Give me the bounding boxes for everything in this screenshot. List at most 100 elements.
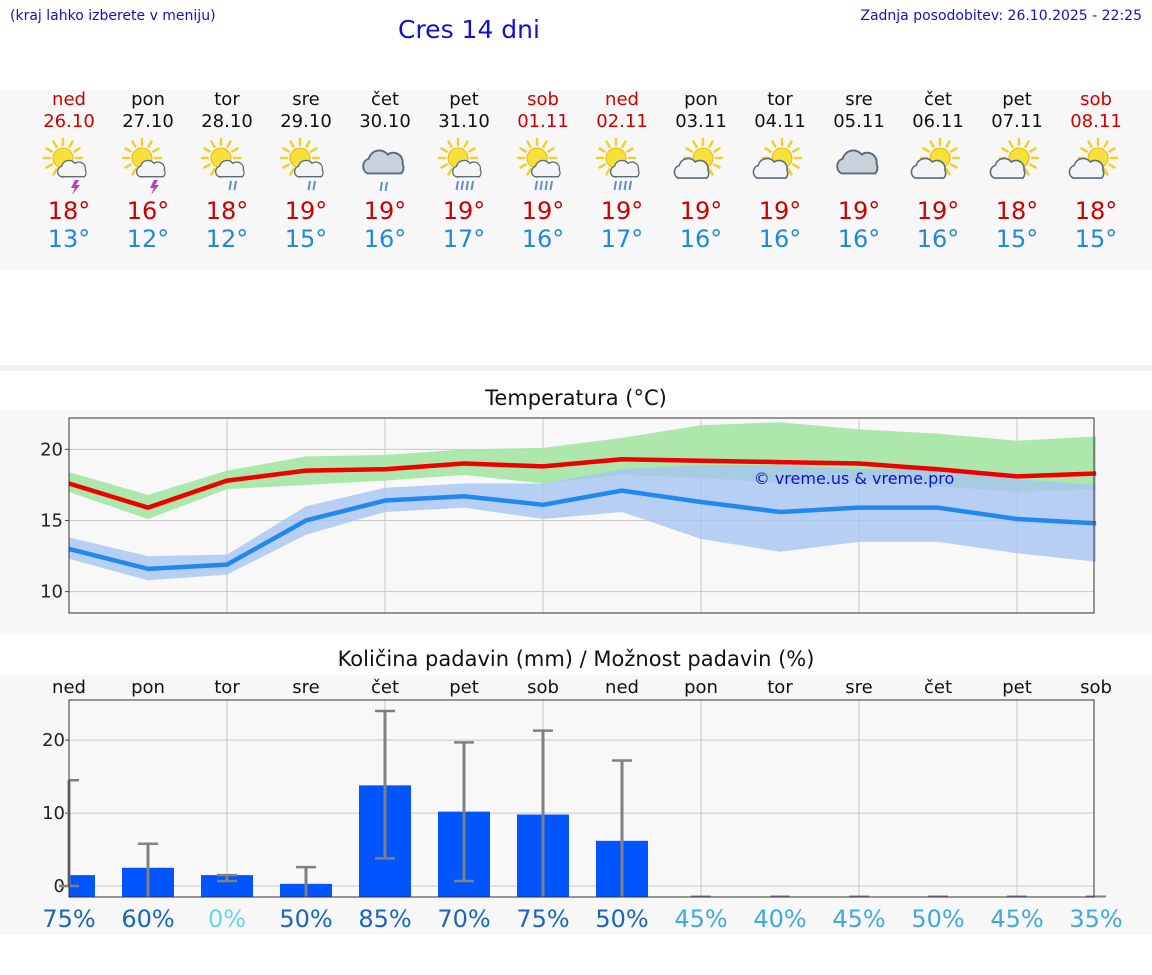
min-temp-point: [937, 507, 939, 509]
plot-area: [69, 700, 1094, 897]
temp-max: 19°: [916, 197, 960, 225]
sun-cloud-thunder-icon: [118, 136, 178, 196]
day-label: ned: [52, 677, 86, 698]
temp-min: 15°: [284, 225, 328, 253]
day-label: sob: [1080, 677, 1112, 698]
precip-probability: 50%: [279, 905, 332, 933]
day-name: čet: [923, 89, 953, 110]
sun-cloud-rain-icon: [276, 136, 336, 196]
min-temp-point: [542, 504, 544, 506]
day-label: sob: [527, 677, 559, 698]
min-temp-range-band: [69, 464, 1096, 581]
min-temp-point: [858, 507, 860, 509]
temp-min: 17°: [442, 225, 486, 253]
sun-cloud-heavy-rain-icon: [592, 136, 652, 196]
temperature-chart-title: Temperatura (°C): [485, 386, 667, 410]
temperature-chart: 10 15 20 © vreme.us & vreme.pro: [40, 417, 1097, 614]
location-menu-hint[interactable]: (kraj lahko izberete v meniju): [10, 8, 216, 24]
day-name: sob: [1080, 89, 1112, 110]
temp-min: 16°: [363, 225, 407, 253]
precip-probability: 35%: [1069, 905, 1122, 933]
min-temp-line: [68, 488, 1097, 572]
temp-min: 13°: [47, 225, 91, 253]
max-temp-point: [779, 461, 781, 463]
max-temp-point: [1016, 475, 1018, 477]
temp-max: 19°: [600, 197, 644, 225]
temp-min: 16°: [521, 225, 565, 253]
temp-max: 18°: [205, 197, 249, 225]
plot-frame: [68, 699, 1095, 898]
day-label: pet: [449, 677, 479, 698]
precip-probability: 75%: [42, 905, 95, 933]
y-tick-label: 20: [42, 730, 65, 751]
watermark: © vreme.us & vreme.pro: [754, 469, 955, 488]
day-name: sob: [527, 89, 559, 110]
max-temp-point: [937, 468, 939, 470]
day-name: tor: [214, 89, 240, 110]
temp-min: 16°: [758, 225, 802, 253]
max-temp-point: [463, 463, 465, 465]
day-date: 30.10: [359, 111, 411, 132]
precip-probability: 45%: [674, 905, 727, 933]
y-tick-label: 15: [40, 510, 63, 531]
temp-max: 19°: [442, 197, 486, 225]
min-temp-point: [226, 564, 228, 566]
max-temp-point: [226, 480, 228, 482]
day-date: 03.11: [675, 111, 727, 132]
sun-cloud-icon: [987, 136, 1047, 196]
day-name: pet: [449, 89, 479, 110]
max-temp-line: [68, 457, 1097, 510]
cloud-rain-icon: [355, 136, 415, 196]
sun-cloud-rain-icon: [197, 136, 257, 196]
sun-cloud-heavy-rain-icon: [513, 136, 573, 196]
precip-probability: 70%: [437, 905, 490, 933]
day-date: 05.11: [833, 111, 885, 132]
temp-max: 19°: [758, 197, 802, 225]
day-date: 02.11: [596, 111, 648, 132]
precip-probability: 50%: [911, 905, 964, 933]
plot-frame: [68, 417, 1095, 614]
precip-probability: 60%: [121, 905, 174, 933]
max-temp-point: [305, 470, 307, 472]
sun-cloud-icon: [908, 136, 968, 196]
temp-min: 15°: [995, 225, 1039, 253]
min-temp-point: [1095, 522, 1097, 524]
day-label: tor: [767, 677, 793, 698]
y-tick-label: 20: [40, 439, 63, 460]
precip-bar: [69, 875, 95, 897]
min-temp-point: [621, 490, 623, 492]
max-temp-point: [700, 460, 702, 462]
day-date: 07.11: [991, 111, 1043, 132]
day-label: sre: [292, 677, 319, 698]
min-temp-point: [779, 511, 781, 513]
page-title: Cres 14 dni: [398, 15, 540, 44]
temp-max: 16°: [126, 197, 170, 225]
day-date: 01.11: [517, 111, 569, 132]
day-date: 26.10: [43, 111, 95, 132]
temp-max: 19°: [679, 197, 723, 225]
day-label: čet: [371, 677, 399, 698]
max-temp-range-band: [69, 422, 1096, 520]
day-name: ned: [605, 89, 639, 110]
temp-min: 15°: [1074, 225, 1118, 253]
min-temp-point: [463, 495, 465, 497]
day-label: sre: [845, 677, 872, 698]
temp-max: 18°: [47, 197, 91, 225]
temp-max: 19°: [363, 197, 407, 225]
precip-probability: 45%: [832, 905, 885, 933]
day-label: tor: [214, 677, 240, 698]
day-name: tor: [767, 89, 793, 110]
precip-probability: 85%: [358, 905, 411, 933]
min-temp-point: [305, 519, 307, 521]
day-date: 08.11: [1070, 111, 1122, 132]
temp-max: 18°: [995, 197, 1039, 225]
day-label: čet: [924, 677, 952, 698]
max-temp-point: [1095, 473, 1097, 475]
precip-bar: [201, 875, 253, 897]
sun-cloud-heavy-rain-icon: [434, 136, 494, 196]
min-temp-point: [700, 501, 702, 503]
day-date: 31.10: [438, 111, 490, 132]
max-temp-point: [542, 465, 544, 467]
precip-probability: 45%: [990, 905, 1043, 933]
